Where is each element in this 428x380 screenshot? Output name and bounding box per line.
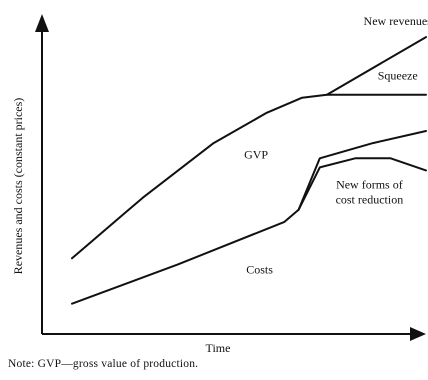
x-axis-label: Time <box>206 341 231 355</box>
annotation-new-forms-of: New forms of <box>336 178 403 192</box>
y-axis-label: Revenues and costs (constant prices) <box>11 98 25 275</box>
annotation-cost-reduction: cost reduction <box>336 193 404 207</box>
annotation-new-revenues: New revenues <box>364 14 428 28</box>
annotation-costs: Costs <box>246 262 273 276</box>
series-line-new-revenues <box>325 36 427 96</box>
series-line-new-forms-of-cost-reduction <box>297 157 427 211</box>
annotation-squeeze: Squeeze <box>378 69 418 83</box>
annotation-gvp: GVP <box>244 147 268 161</box>
chart-note: Note: GVP—gross value of production. <box>8 358 199 370</box>
y-axis-arrow <box>35 14 49 32</box>
series-line-gvp <box>71 93 427 260</box>
x-axis-arrow <box>410 327 426 341</box>
series-layer <box>71 36 427 305</box>
